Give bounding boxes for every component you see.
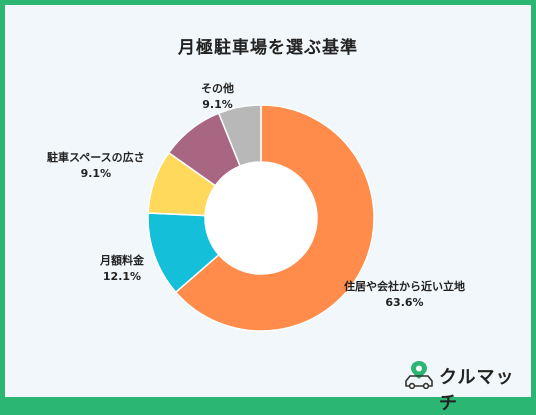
chart-title: 月極駐車場を選ぶ基準 [178,38,358,58]
donut-hole [205,162,317,274]
label-parking-space-name: 駐車スペースの広さ [47,151,145,164]
label-location: 住居や会社から近い立地 63.6% [344,279,465,311]
label-other-name: その他 [201,82,234,95]
label-parking-space: 駐車スペースの広さ 9.1% [47,150,145,182]
label-monthly-fee-name: 月額料金 [100,254,144,267]
donut-chart [147,104,375,332]
car-pin-icon [405,361,433,390]
label-location-value: 63.6% [385,296,424,309]
label-monthly-fee-value: 12.1% [102,270,142,283]
brand-name: クルマッチ [439,367,515,414]
label-parking-space-value: 9.1% [80,167,112,180]
label-monthly-fee: 月額料金 12.1% [100,253,144,285]
brand-logo: クルマッチ [403,359,531,414]
label-other-value: 9.1% [202,98,233,111]
label-location-name: 住居や会社から近い立地 [344,280,465,293]
chart-card: 月極駐車場を選ぶ基準 住居や会社から近い立地 63.6% 月額料金 12.1% … [5,5,531,414]
label-other: その他 9.1% [201,81,234,113]
